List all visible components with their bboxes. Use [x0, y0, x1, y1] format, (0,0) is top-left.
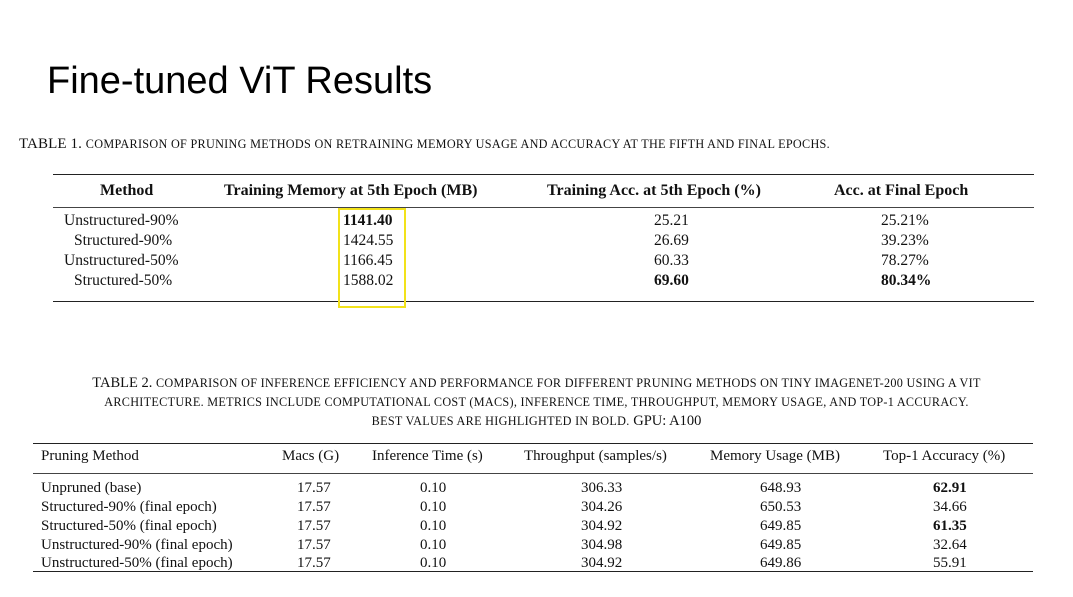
table2-cell: 17.57 [297, 518, 331, 534]
table2-header-throughput: Throughput (samples/s) [524, 448, 667, 464]
table2-cell: 0.10 [420, 537, 447, 553]
table1-cell: 25.21% [881, 212, 929, 229]
table1-cell: 60.33 [654, 252, 689, 269]
table2-cell: 304.26 [581, 499, 623, 515]
table1-cell: Structured-90% [74, 232, 173, 249]
table2-caption-line3a: Best values are highlighted in bold. [371, 414, 630, 428]
table2-cell: 32.64 [933, 537, 967, 553]
table1-body: Unstructured-90% 1141.40 25.21 25.21% St… [53, 208, 1034, 301]
table2-header-method: Pruning Method [41, 448, 139, 464]
table1-cell: 1588.02 [343, 272, 394, 289]
table2-cell: Unstructured-90% (final epoch) [41, 537, 233, 553]
table1-cell: 1166.45 [343, 252, 393, 269]
table1-caption: TABLE 1. Comparison of pruning methods o… [19, 136, 1059, 153]
table1-cell: Structured-50% [74, 272, 173, 289]
table2-cell: 17.57 [297, 537, 331, 553]
table2: Pruning Method Macs (G) Inference Time (… [33, 443, 1033, 572]
table2-cell: 0.10 [420, 555, 447, 571]
table2-header-row: Pruning Method Macs (G) Inference Time (… [33, 444, 1033, 474]
table2-cell: 0.10 [420, 518, 447, 534]
table1-cell: 25.21 [654, 212, 689, 229]
table2-cell: Unpruned (base) [41, 480, 142, 496]
memory-column-highlight-box [338, 208, 406, 308]
table2-cell: 61.35 [933, 518, 967, 534]
table2-cell: 34.66 [933, 499, 967, 515]
table2-caption-line3b: GPU: A100 [633, 413, 702, 429]
table2-cell: 649.86 [760, 555, 802, 571]
table1-cell: 78.27% [881, 252, 929, 269]
table2-cell: Structured-50% (final epoch) [41, 518, 217, 534]
table2-cell: Structured-90% (final epoch) [41, 499, 217, 515]
table1-cell: 26.69 [654, 232, 689, 249]
table1-header-train-acc: Training Acc. at 5th Epoch (%) [547, 182, 761, 199]
table2-cell: 649.85 [760, 518, 802, 534]
table2-cell: 650.53 [760, 499, 802, 515]
table1-header-row: Method Training Memory at 5th Epoch (MB)… [53, 175, 1034, 208]
table2-header-inference-time: Inference Time (s) [372, 448, 483, 464]
table2-cell: 17.57 [297, 480, 331, 496]
table2-cell: 304.98 [581, 537, 623, 553]
table2-header-accuracy: Top-1 Accuracy (%) [883, 448, 1006, 464]
table2-cell: 648.93 [760, 480, 802, 496]
table1-header-method: Method [100, 182, 154, 199]
table2-body: Unpruned (base) 17.57 0.10 306.33 648.93… [33, 474, 1033, 571]
table2-caption-prefix: TABLE 2. [92, 375, 153, 391]
table2-cell: 0.10 [420, 480, 447, 496]
table1-header-memory: Training Memory at 5th Epoch (MB) [224, 182, 478, 199]
table1: Method Training Memory at 5th Epoch (MB)… [53, 174, 1034, 302]
table1-cell: 1141.40 [343, 212, 393, 229]
table2-cell: Unstructured-50% (final epoch) [41, 555, 233, 571]
table2-cell: 17.57 [297, 499, 331, 515]
table1-header-final-acc: Acc. at Final Epoch [834, 182, 969, 199]
table2-header-memory: Memory Usage (MB) [710, 448, 840, 464]
table2-cell: 0.10 [420, 499, 447, 515]
table2-header-macs: Macs (G) [282, 448, 340, 464]
table1-caption-prefix: TABLE 1. [19, 136, 82, 152]
table2-cell: 306.33 [581, 480, 623, 496]
table2-caption-line1: Comparison of inference efficiency and p… [155, 376, 981, 390]
table1-cell: Unstructured-90% [64, 212, 179, 229]
table2-caption: TABLE 2. Comparison of inference efficie… [0, 374, 1073, 431]
table1-cell: 69.60 [654, 272, 689, 289]
table2-cell: 55.91 [933, 555, 967, 571]
table1-cell: 39.23% [881, 232, 929, 249]
table1-cell: 1424.55 [343, 232, 394, 249]
table1-cell: Unstructured-50% [64, 252, 179, 269]
table1-cell: 80.34% [881, 272, 932, 289]
slide-title: Fine-tuned ViT Results [47, 60, 433, 102]
table2-cell: 17.57 [297, 555, 331, 571]
table2-cell: 649.85 [760, 537, 802, 553]
table2-cell: 304.92 [581, 555, 623, 571]
table1-caption-text: Comparison of pruning methods on retrain… [85, 137, 830, 151]
table2-cell: 304.92 [581, 518, 623, 534]
table2-caption-line2: architecture. Metrics include computatio… [104, 395, 969, 409]
table2-cell: 62.91 [933, 480, 967, 496]
